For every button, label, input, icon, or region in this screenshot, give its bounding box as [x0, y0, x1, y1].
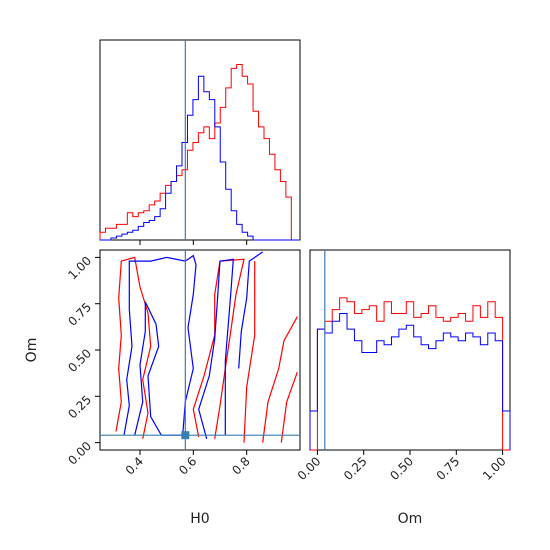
h0-om-scatter-frame	[99, 249, 301, 451]
contour-line-5	[280, 371, 298, 443]
contour-line-1	[115, 256, 152, 440]
contour-line-6	[123, 254, 197, 436]
scatter-x-tick-label: 0.8	[229, 454, 252, 477]
scatter-x-tick-label: 0.4	[123, 454, 146, 477]
om-hist-x-tick-label: 0.00	[295, 454, 324, 483]
om-histogram-frame	[309, 249, 511, 451]
y-axis-label-om: Om	[24, 338, 40, 363]
contour-line-4	[262, 316, 298, 443]
h0-histogram	[99, 40, 300, 241]
h0-histogram-series-1	[99, 64, 300, 241]
contour-line-8	[238, 251, 264, 369]
om-histogram-series-1	[310, 297, 510, 451]
contour-line-7	[198, 258, 234, 440]
om-hist-x-tick-label: 0.25	[341, 454, 370, 483]
scatter-y-tick-label: 1.00	[65, 254, 94, 283]
contour-line-3	[243, 261, 256, 443]
om-hist-x-tick-label: 0.75	[434, 454, 463, 483]
h0-histogram-series-2	[100, 75, 300, 241]
axis-ticks: 0.4 0.6 0.8 0.00 0.25 0.50 0.75 1.00 0.00 0.25 0.5…	[65, 240, 509, 483]
scatter-y-tick-label: 0.25	[65, 393, 94, 422]
om-hist-x-tick-label: 0.50	[387, 454, 416, 483]
om-histogram	[309, 250, 511, 451]
scatter-x-tick-label: 0.6	[176, 454, 199, 477]
om-hist-x-tick-label: 1.00	[480, 454, 509, 483]
scatter-y-tick-label: 0.00	[65, 439, 94, 468]
h0-om-contours	[100, 250, 300, 450]
scatter-y-tick-label: 0.50	[65, 346, 94, 375]
contour-line-2	[192, 258, 245, 439]
h0-histogram-frame	[99, 39, 301, 241]
om-histogram-series-2	[309, 313, 511, 450]
truth-marker	[181, 431, 190, 440]
x-axis-label-h0: H0	[190, 511, 209, 527]
scatter-y-tick-label: 0.75	[65, 300, 94, 329]
x-axis-label-om: Om	[398, 511, 423, 527]
